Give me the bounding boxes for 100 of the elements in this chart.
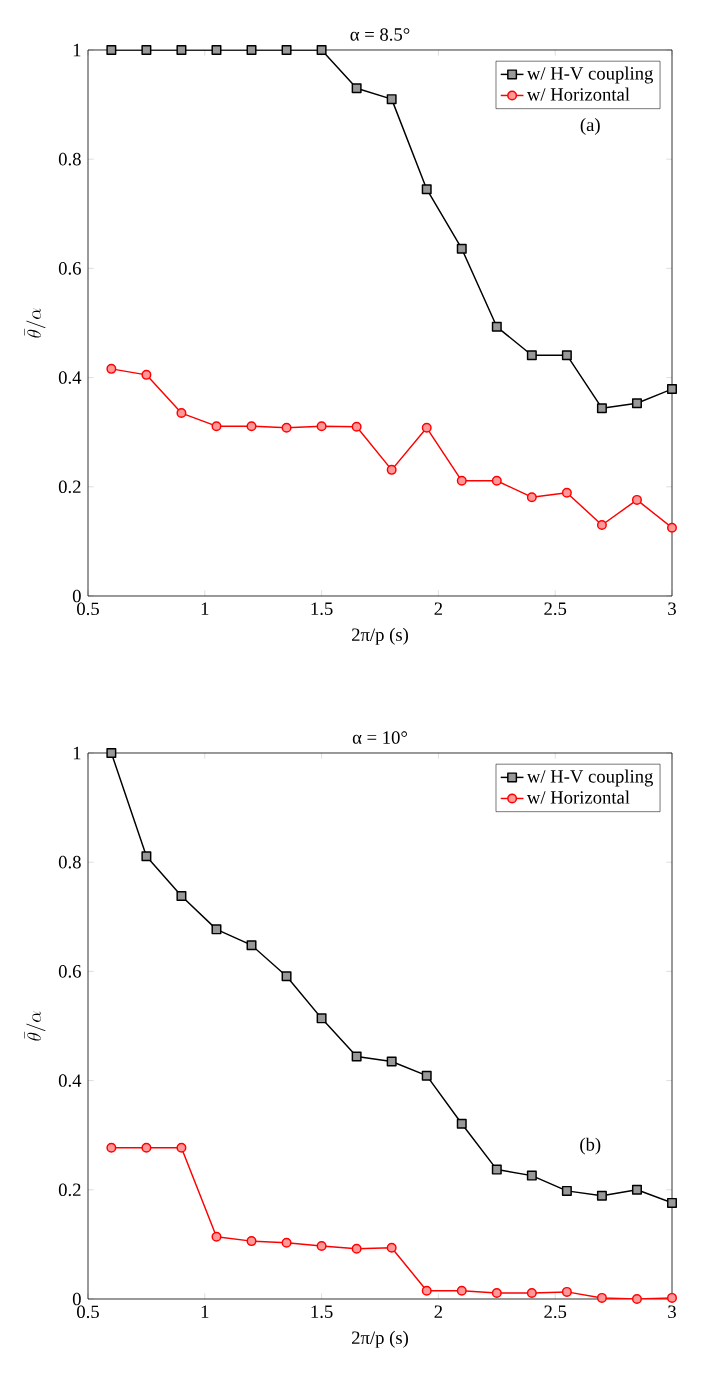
x-tick-label: 0.5 (77, 1305, 99, 1319)
point (316, 1013, 327, 1024)
point (246, 1236, 257, 1247)
x-tick-label: 2.5 (544, 1305, 567, 1319)
x-tick-label: 3 (668, 1305, 676, 1319)
x-tick-label: 1.5 (311, 1305, 333, 1319)
point (526, 350, 537, 361)
point (211, 44, 222, 55)
point (526, 1170, 537, 1181)
point (666, 1197, 678, 1208)
point (561, 1286, 572, 1297)
point (176, 408, 187, 419)
point (246, 44, 257, 55)
point (456, 475, 467, 486)
y-tick-label: 1 (73, 43, 81, 57)
legend-label: w/ H-V coupling (526, 769, 654, 787)
y-tick-label: 0.6 (58, 262, 81, 275)
point (456, 1118, 467, 1129)
point (666, 522, 678, 533)
point (351, 1243, 362, 1254)
point (351, 1051, 362, 1062)
point (596, 520, 607, 531)
y-tick-label: 0.2 (58, 480, 81, 494)
point (106, 363, 117, 374)
point (491, 1287, 502, 1298)
legend-label: w/ H-V coupling (526, 66, 654, 84)
x-tick-label: 0.5 (77, 602, 99, 616)
point (281, 971, 292, 982)
y-tick-label: 0.8 (58, 152, 81, 166)
point (631, 1293, 642, 1304)
x-tick-label: 1.5 (311, 602, 333, 616)
point (421, 1070, 432, 1081)
y-tick-label: 0.8 (58, 855, 81, 869)
y-tick-label: 0.4 (58, 1074, 82, 1087)
chart-title: α = 10° (352, 731, 407, 744)
y-tick-label: 0 (72, 1292, 81, 1306)
point (141, 369, 152, 380)
point (631, 494, 642, 505)
point (491, 321, 502, 332)
annotation: (a) (580, 117, 600, 135)
x-tick-label: 2.5 (544, 602, 567, 616)
y-tick-label: 0.2 (58, 1183, 81, 1197)
point (386, 1242, 397, 1253)
point (386, 464, 397, 475)
point (491, 475, 502, 486)
point (351, 421, 362, 432)
x-tick-label: 3 (668, 602, 676, 616)
point (176, 891, 187, 902)
point (386, 94, 397, 105)
point (526, 492, 537, 503)
y-axis-title: $\bar{\theta}/\alpha$ (24, 308, 46, 338)
x-tick-label: 2 (434, 1305, 443, 1318)
point (421, 184, 432, 195)
x-axis-title: 2π/p (s) (352, 1330, 408, 1348)
point (526, 1287, 537, 1298)
point (631, 398, 642, 409)
x-tick-label: 1 (201, 1305, 209, 1318)
annotation: (b) (580, 1137, 601, 1155)
point (561, 487, 572, 498)
point (141, 44, 152, 55)
point (281, 422, 292, 433)
point (316, 421, 327, 432)
x-axis-title: 2π/p (s) (352, 627, 408, 645)
point (596, 1292, 607, 1303)
point (491, 1164, 502, 1175)
point (211, 421, 222, 432)
point (106, 747, 117, 758)
x-tick-label: 1 (201, 602, 209, 615)
point (106, 44, 117, 55)
point (246, 421, 257, 432)
point (316, 1241, 327, 1252)
point (246, 940, 257, 951)
point (176, 44, 187, 55)
point (351, 83, 362, 94)
point (281, 1237, 292, 1248)
y-tick-label: 0.6 (58, 965, 81, 978)
point (141, 851, 152, 862)
point (456, 1285, 467, 1296)
legend-label: w/ Horizontal (526, 87, 630, 101)
legend-label: w/ Horizontal (526, 790, 630, 804)
point (106, 1142, 117, 1153)
point (386, 1056, 397, 1067)
point (211, 1231, 222, 1242)
point (281, 44, 292, 55)
point (561, 1185, 572, 1196)
y-axis-title: $\bar{\theta}/\alpha$ (24, 1011, 46, 1041)
point (141, 1142, 152, 1153)
y-tick-label: 0.4 (58, 371, 82, 384)
point (596, 1190, 607, 1201)
y-tick-label: 0 (72, 589, 81, 603)
point (211, 924, 222, 935)
point (421, 1285, 432, 1296)
point (421, 422, 432, 433)
chart-title: α = 8.5° (350, 28, 410, 41)
point (631, 1184, 642, 1195)
x-tick-label: 2 (434, 602, 443, 615)
point (666, 384, 678, 395)
point (316, 44, 327, 55)
point (561, 350, 572, 361)
point (666, 1292, 678, 1303)
